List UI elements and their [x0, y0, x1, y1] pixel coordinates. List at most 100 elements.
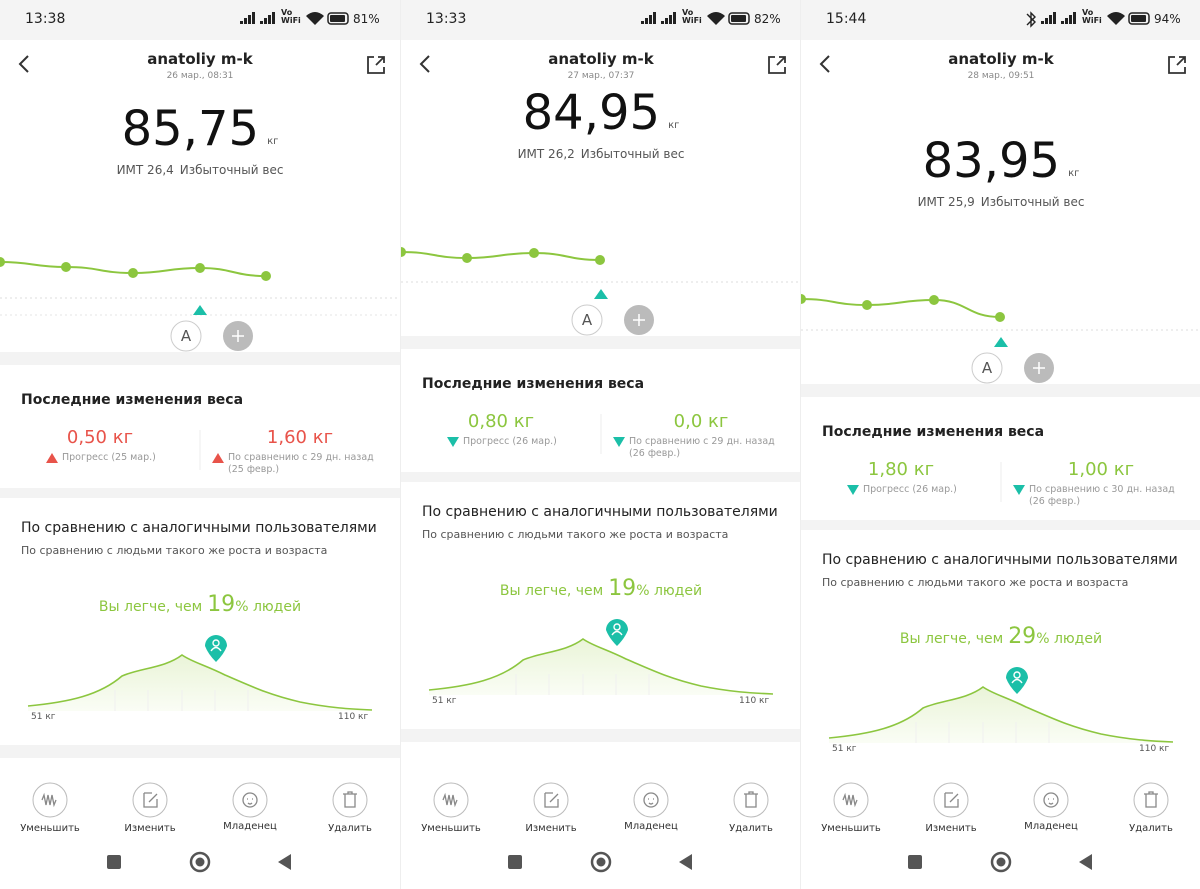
nav-home[interactable]: [590, 851, 612, 873]
action-icon: [744, 791, 758, 808]
change-label: По сравнению с 29 дн. назад (26 февр.): [629, 436, 775, 459]
weight-unit: кг: [668, 120, 680, 131]
result-prefix: Вы легче, чем: [499, 583, 604, 599]
change-value: 1,00 кг: [1067, 459, 1135, 480]
axis-min: 51 кг: [31, 712, 56, 722]
share-button[interactable]: [367, 56, 385, 74]
signal-bar: [1061, 21, 1064, 24]
network-label: Vo WiFi: [281, 8, 301, 25]
pin-head: [1013, 671, 1021, 679]
result-suffix: % людей: [636, 583, 703, 599]
selected-marker: [193, 305, 207, 315]
arrow-down: [847, 485, 859, 495]
weight-value: 84,95: [522, 85, 661, 141]
result-value: 29: [1008, 624, 1037, 649]
arrow-down: [1013, 485, 1025, 495]
nav-back[interactable]: [679, 854, 692, 870]
action-icon: [41, 792, 57, 808]
action-button[interactable]: [433, 782, 469, 818]
user-pin: [606, 619, 628, 646]
nav-home[interactable]: [189, 851, 211, 873]
change-label: Прогресс (26 мар.): [863, 484, 957, 495]
phone-panel: 13:33 Vo WiFi 82% anatoliy m-k 27 мар., 07:3…: [400, 0, 800, 889]
comparison-result: Вы легче, чем 29% людей: [801, 624, 1200, 649]
bottom-bar: [0, 770, 400, 889]
user-pin: [1006, 667, 1028, 694]
change-label: Прогресс (26 мар.): [463, 436, 557, 447]
nav-home[interactable]: [990, 851, 1012, 873]
bmi-status: Избыточный вес: [179, 163, 284, 177]
action-button[interactable]: [633, 782, 669, 818]
nav-recent[interactable]: [508, 855, 522, 869]
result-suffix: % людей: [1036, 631, 1103, 647]
action-icon: [643, 792, 659, 808]
trend-point: [128, 268, 138, 278]
result-value: 19: [207, 592, 236, 617]
back-button[interactable]: [419, 55, 430, 73]
trend-point: [61, 262, 71, 272]
share-button[interactable]: [768, 56, 786, 74]
nav-home-dot: [996, 857, 1006, 867]
profile-button[interactable]: [170, 320, 202, 352]
nav-back[interactable]: [278, 854, 291, 870]
action-button[interactable]: [332, 782, 368, 818]
share-button[interactable]: [1168, 56, 1186, 74]
profile-button[interactable]: [971, 352, 1003, 384]
trend-point: [195, 263, 205, 273]
action-button[interactable]: [833, 782, 869, 818]
battery-percent: 94%: [1154, 12, 1181, 26]
nav-recent[interactable]: [908, 855, 922, 869]
trend-point: [401, 247, 406, 257]
comparison-title: По сравнению с аналогичными пользователя…: [822, 552, 1178, 568]
pin-body: [1011, 678, 1023, 684]
signal-bar: [1065, 18, 1068, 24]
action-label: Изменить: [124, 823, 176, 834]
selected-marker: [994, 337, 1008, 347]
comparison-subtitle: По сравнению с людьми такого же роста и …: [21, 544, 328, 557]
weight-unit: кг: [1068, 168, 1080, 179]
action-button[interactable]: [733, 782, 769, 818]
battery-icon: [1128, 12, 1150, 25]
action-button[interactable]: [132, 782, 168, 818]
signal-bar: [268, 15, 271, 24]
back-button[interactable]: [18, 55, 29, 73]
signal-bar: [1073, 12, 1076, 24]
comparison-subtitle: По сравнению с людьми такого же роста и …: [422, 528, 729, 541]
status-time: 15:44: [826, 11, 867, 27]
comparison-title: По сравнению с аналогичными пользователя…: [21, 520, 377, 536]
bmi: ИМТ 26,2 Избыточный вес: [401, 147, 800, 161]
action-button[interactable]: [533, 782, 569, 818]
signal-bar: [240, 21, 243, 24]
panel-graphics: [0, 12, 400, 711]
change-value: 0,80 кг: [467, 411, 535, 432]
network-label: Vo WiFi: [1082, 8, 1102, 25]
change-value: 1,80 кг: [867, 459, 935, 480]
bmi-status: Избыточный вес: [580, 147, 685, 161]
phone-panel: 15:44 Vo WiFi 94% anatoliy m-k 28 мар., 09:5…: [800, 0, 1200, 889]
action-button[interactable]: [32, 782, 68, 818]
result-prefix: Вы легче, чем: [899, 631, 1004, 647]
battery-icon: [327, 12, 349, 25]
profile-button[interactable]: [571, 304, 603, 336]
signal-bar: [645, 18, 648, 24]
nav-recent[interactable]: [107, 855, 121, 869]
signal-bar: [653, 12, 656, 24]
trend-point: [462, 253, 472, 263]
distribution-curve: [27, 654, 373, 711]
nav-home-dot: [596, 857, 606, 867]
share-icon: [367, 56, 385, 74]
change-value: 0,50 кг: [66, 427, 134, 448]
weight: 85,75 кг: [0, 103, 400, 155]
signal-bar: [272, 12, 275, 24]
action-button[interactable]: [1133, 782, 1169, 818]
action-button[interactable]: [1033, 782, 1069, 818]
nav-back[interactable]: [1079, 854, 1092, 870]
section-separator: [0, 745, 400, 758]
signal-bar: [1049, 15, 1052, 24]
axis-min: 51 кг: [432, 696, 457, 706]
result-suffix: % людей: [235, 599, 302, 615]
action-button[interactable]: [232, 782, 268, 818]
signal-bar: [252, 12, 255, 24]
action-button[interactable]: [933, 782, 969, 818]
back-button[interactable]: [819, 55, 830, 73]
